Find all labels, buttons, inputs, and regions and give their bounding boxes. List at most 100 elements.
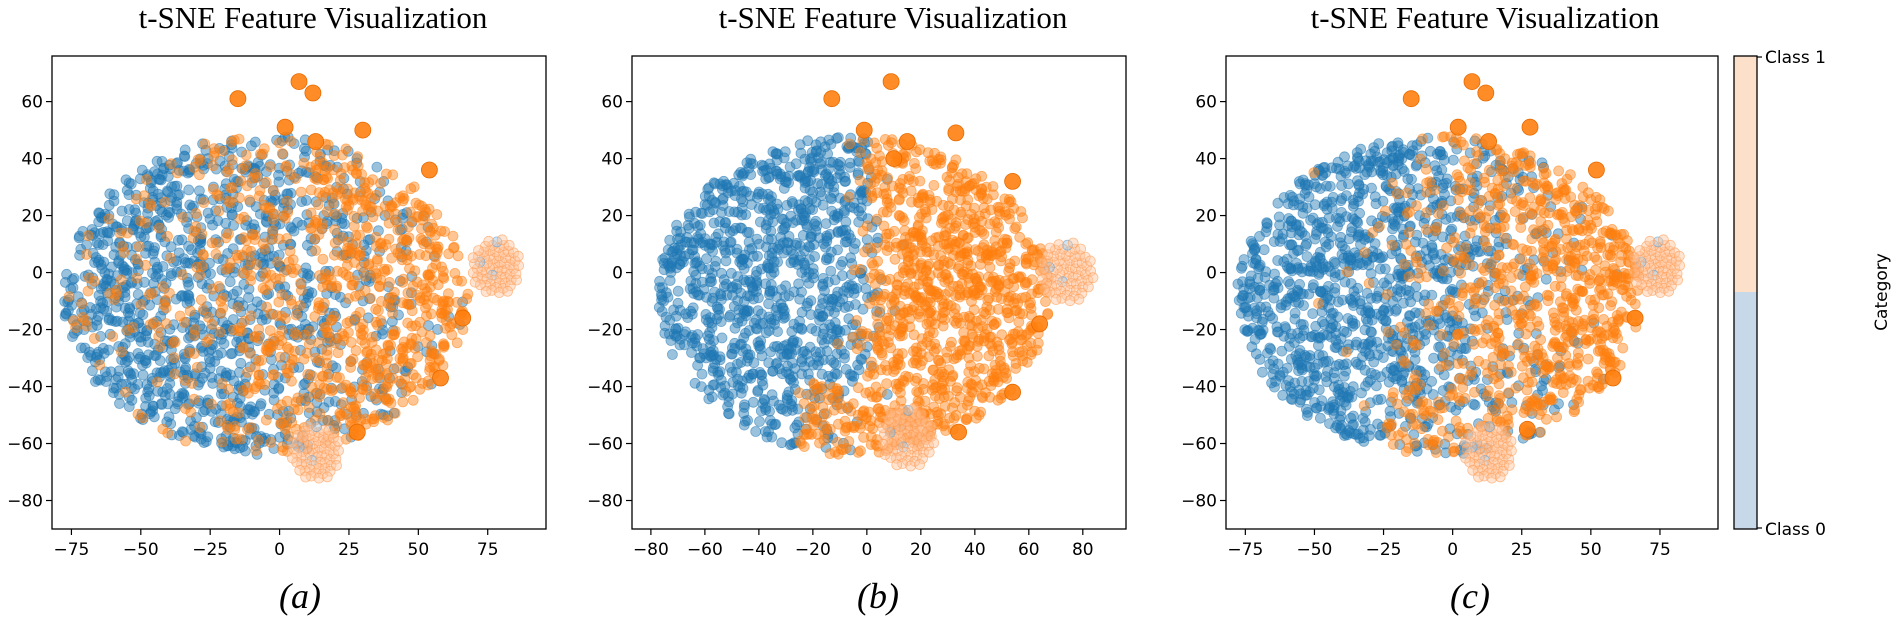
class1-point [923,189,935,201]
class1-point [942,243,954,255]
class1-point [240,235,252,247]
ring-point [877,438,889,450]
class1-point [130,193,142,205]
class1-point [866,431,877,443]
class0-point [855,202,867,214]
y-tick-label: −20 [587,321,623,341]
class0-point [165,241,177,253]
class1-point [211,238,223,250]
class1-point [163,287,175,299]
class0-point [802,135,814,147]
large-class1-point [823,90,841,108]
large-class1-point [354,121,372,139]
ring-point [925,420,937,432]
class1-point [312,302,324,314]
class0-point [60,276,71,288]
class1-point [1004,193,1015,205]
class1-point [254,148,266,160]
class1-point [881,245,893,256]
ring-point [879,449,891,461]
class0-point [714,351,726,363]
class0-point [747,396,759,408]
class1-point [938,216,950,228]
class0-point [707,365,719,377]
class0-point [692,289,704,301]
scatter-panel-1: −75 −50 −25 0 25 50 75−80−60−40−200204060t-SNE… [7,0,547,616]
class1-point [974,281,985,293]
class1-point [920,212,932,224]
class1-point [442,288,454,300]
class0-point [817,310,828,322]
class0-point [740,310,752,322]
panels: −75 −50 −25 0 25 50 75−80−60−40−200204060t-SNE… [7,0,1719,616]
class0-point [123,204,135,215]
class0-point [183,184,195,196]
class1-point [851,315,863,326]
class1-point [903,306,914,318]
class1-point [305,161,317,173]
class0-point [709,286,720,298]
class1-point [833,385,844,397]
class1-point [397,353,409,365]
class1-point [372,319,383,331]
class1-point [382,339,394,351]
class1-point [870,157,882,168]
class1-point [368,265,380,277]
class1-point [244,194,255,206]
class1-point [305,184,317,196]
class1-point [949,222,960,234]
ring-point [467,252,479,264]
class0-point [832,132,844,144]
large-class1-point [1031,315,1048,333]
class0-point [752,188,764,200]
class1-point [153,330,165,342]
class0-point [120,378,132,390]
class0-point [148,350,160,361]
class1-point [978,239,990,251]
class1-point [68,315,79,327]
class0-point [233,366,245,378]
class1-point [345,401,357,413]
class1-point [208,150,220,162]
x-tick-label: 0 [861,540,872,560]
class1-point [281,342,293,353]
large-class1-point [290,73,308,90]
class0-point [137,369,149,381]
ring-point [1084,255,1096,267]
class0-point [775,403,787,415]
class0-point [683,248,695,260]
class1-point [962,399,973,411]
y-tick-label: −40 [587,378,623,398]
class1-point [1013,316,1025,328]
class0-point [198,406,209,418]
class0-point [238,278,250,290]
class0-point [766,389,778,401]
class0-point [737,345,749,357]
class0-point [193,185,205,197]
class0-point [377,328,388,340]
class1-point [195,294,207,306]
class0-point [778,305,790,317]
class0-point [177,392,189,404]
class1-point [116,346,127,358]
class1-point [438,338,449,350]
class0-point [781,393,793,404]
class1-point [197,304,209,316]
class0-point [103,344,114,356]
class1-point [804,389,816,401]
class1-point [188,393,200,405]
class1-point [310,352,322,364]
class0-point [196,361,208,373]
class0-point [99,267,111,279]
y-tick-label: −80 [587,492,623,512]
class0-point [144,182,156,194]
y-tick-label: −80 [7,492,43,512]
class0-point [654,275,665,287]
class1-point [336,232,348,244]
ring-point [1067,237,1079,249]
class1-point [368,416,380,428]
class1-point [344,315,356,327]
class1-point [285,135,297,147]
class1-point [449,267,461,279]
class1-point [852,382,864,394]
